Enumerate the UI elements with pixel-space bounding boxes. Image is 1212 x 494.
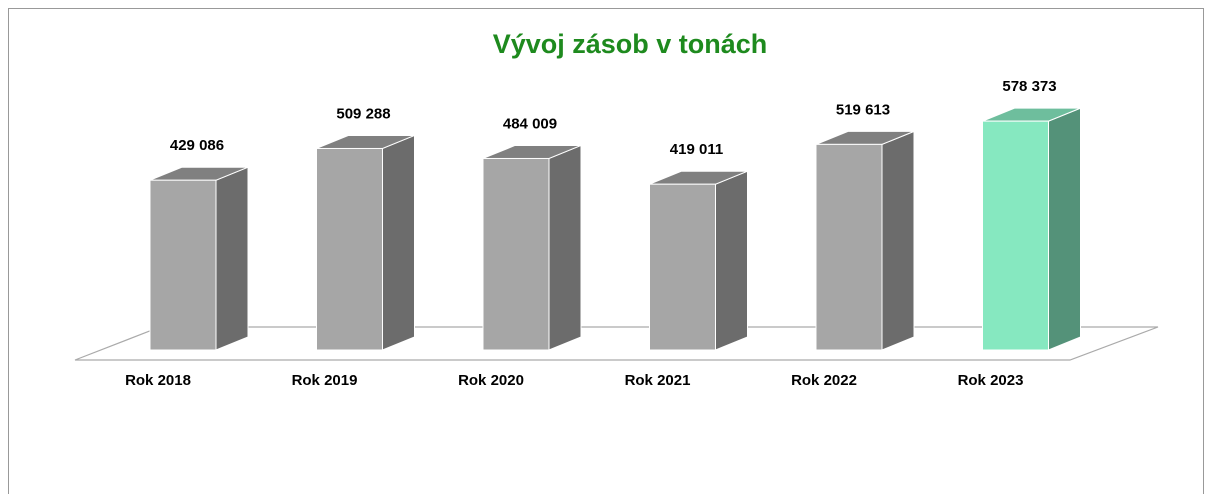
bar [149,179,217,351]
data-label: 429 086 [170,137,224,154]
bar-side [881,130,915,351]
data-label: 509 288 [336,105,390,122]
x-tick-label: Rok 2019 [292,372,358,389]
bar [482,157,550,351]
bar [316,147,383,351]
x-tick-label: Rok 2020 [458,372,524,389]
data-label: 519 613 [836,101,890,118]
x-tick-label: Rok 2018 [125,372,191,389]
bar-side [382,134,415,351]
chart-title: Vývoj zásob v tonách [493,29,768,59]
bar [815,143,883,351]
bar [649,183,716,351]
x-tick-label: Rok 2022 [791,372,857,389]
x-tick-label: Rok 2021 [625,372,691,389]
data-label: 484 009 [503,115,557,132]
bar-side [215,166,249,351]
bar-side [1048,107,1081,351]
x-tick-label: Rok 2023 [958,372,1024,389]
bar-side [548,144,582,351]
data-label: 578 373 [1002,78,1056,95]
data-label: 419 011 [670,141,723,158]
bar [982,120,1049,351]
bar-side [715,170,748,351]
